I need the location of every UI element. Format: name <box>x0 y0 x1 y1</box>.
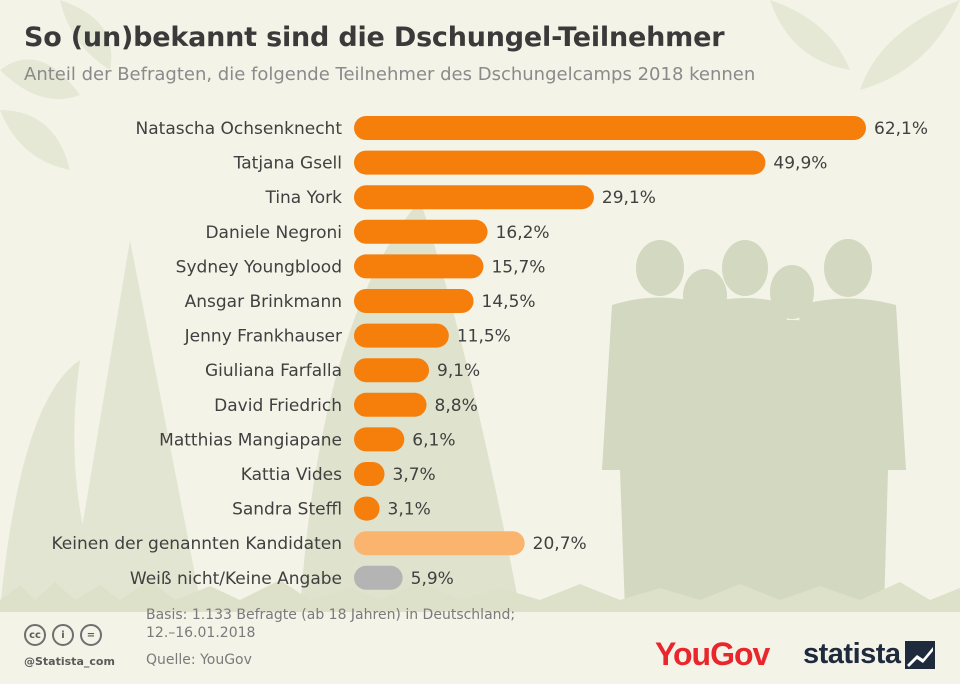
bar <box>354 219 488 244</box>
category-label: Jenny Frankhauser <box>184 327 342 347</box>
bar <box>354 392 427 417</box>
category-label: Ansgar Brinkmann <box>185 292 342 312</box>
value-label: 5,9% <box>411 569 454 589</box>
value-label: 3,7% <box>393 465 436 485</box>
source-note: Quelle: YouGov <box>146 652 252 668</box>
basis-note-line1: Basis: 1.133 Befragte (ab 18 Jahren) in … <box>146 607 516 623</box>
value-label: 62,1% <box>874 119 928 139</box>
bar <box>354 462 385 486</box>
value-label: 15,7% <box>491 257 545 277</box>
basis-note-line2: 12.–16.01.2018 <box>146 625 256 641</box>
leaf-decor <box>60 0 112 70</box>
value-label: 11,5% <box>457 327 511 347</box>
category-label: Sydney Youngblood <box>176 257 342 277</box>
statista-handle: @Statista_com <box>24 655 115 668</box>
tree-decor <box>70 240 200 600</box>
category-label: David Friedrich <box>214 396 342 416</box>
value-label: 9,1% <box>437 361 480 381</box>
leaf-decor <box>770 0 850 70</box>
bar <box>354 116 866 140</box>
leaf-decor <box>0 59 80 100</box>
page-title: So (un)bekannt sind die Dschungel-Teilne… <box>24 22 725 53</box>
cc-icon: cc <box>24 624 46 646</box>
leaf-decor <box>0 110 70 170</box>
nd-icon: = <box>80 624 102 646</box>
category-label: Sandra Steffl <box>232 500 342 520</box>
value-label: 8,8% <box>435 396 478 416</box>
category-label: Keinen der genannten Kandidaten <box>52 534 343 554</box>
value-label: 20,7% <box>533 534 587 554</box>
bar <box>354 323 449 348</box>
value-label: 3,1% <box>388 500 431 520</box>
leaf-decor <box>860 0 960 90</box>
category-label: Natascha Ochsenknecht <box>136 119 343 139</box>
bar <box>354 289 474 313</box>
value-label: 29,1% <box>602 188 656 208</box>
category-label: Kattia Vides <box>241 465 342 485</box>
category-label: Matthias Mangiapane <box>159 430 342 450</box>
bar <box>354 254 484 279</box>
by-icon: i <box>52 624 74 646</box>
value-label: 49,9% <box>773 154 827 174</box>
bar <box>354 427 405 452</box>
category-label: Weiß nicht/Keine Angabe <box>130 569 342 589</box>
bar <box>354 496 380 521</box>
value-label: 14,5% <box>482 292 536 312</box>
statista-logo[interactable]: statista <box>803 638 901 670</box>
statista-logo-icon <box>905 641 935 669</box>
bar <box>354 358 430 383</box>
category-label: Tina York <box>264 188 342 208</box>
category-label: Daniele Negroni <box>205 223 342 243</box>
category-label: Giuliana Farfalla <box>205 361 342 381</box>
bar <box>354 150 766 175</box>
license-icons: cc i = <box>24 624 102 646</box>
people-silhouettes <box>602 239 906 610</box>
value-label: 6,1% <box>412 430 455 450</box>
bar <box>354 565 403 590</box>
page-subtitle: Anteil der Befragten, die folgende Teiln… <box>24 64 756 85</box>
bar <box>354 531 525 556</box>
bar <box>354 185 594 210</box>
category-label: Tatjana Gsell <box>233 154 342 174</box>
grass-decor <box>0 580 960 612</box>
value-label: 16,2% <box>496 223 550 243</box>
tree-decor <box>0 360 110 610</box>
yougov-logo[interactable]: YouGov <box>655 636 770 672</box>
